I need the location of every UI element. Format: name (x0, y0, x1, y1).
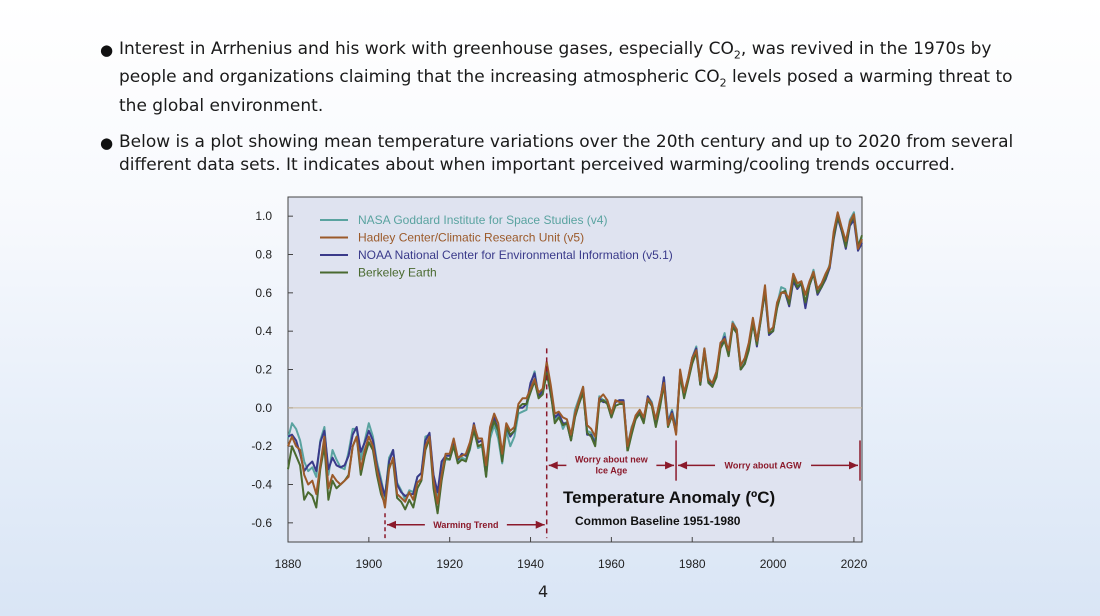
y-tick-label: -0.6 (251, 516, 272, 530)
co2-subscript: 2 (719, 76, 727, 90)
legend-label: NASA Goddard Institute for Space Studies… (358, 213, 607, 227)
page-number: 4 (538, 582, 549, 601)
bullet-item-arrhenius: ● Interest in Arrhenius and his work wit… (100, 38, 1020, 118)
y-tick-label: 0.8 (255, 248, 272, 262)
co2-subscript: 2 (733, 48, 741, 62)
legend: NASA Goddard Institute for Space Studies… (320, 213, 673, 280)
x-tick-label: 1900 (355, 557, 382, 571)
legend-label: NOAA National Center for Environmental I… (358, 248, 673, 262)
y-tick-label: 0.0 (255, 401, 272, 415)
plot-area (287, 196, 863, 543)
x-tick-label: 1960 (598, 557, 625, 571)
bullet-text-part: , was revived in the 1970s by people and… (119, 39, 992, 88)
y-axis: 1.0 0.8 0.6 0.4 0.2 0.0 -0.2 -0.4 -0.6 (251, 209, 293, 530)
y-tick-label: 0.2 (255, 363, 272, 377)
x-tick-label: 2020 (841, 557, 868, 571)
ice-age-label-bg (566, 451, 657, 478)
chart-svg: 1.00.80.60.40.20.0-0.2-0.4-0.6 1880 1900 1… (251, 196, 868, 571)
agw-arrow-head-right (849, 461, 858, 470)
ice-age-label-line1: Worry about new (575, 454, 649, 464)
x-tick-label: 1980 (679, 557, 706, 571)
temperature-anomaly-chart: 1.0 0.8 0.6 0.4 0.2 0.0 -0.2 -0.4 -0.6 1880 1900 1… (240, 193, 870, 583)
ice-age-arrow-head-right (665, 461, 675, 470)
y-tick-label: -0.2 (251, 439, 272, 453)
warming-trend-arrow-head-right (535, 520, 545, 529)
bullet-text-part: Interest in Arrhenius and his work with … (119, 39, 734, 59)
ice-age-label-line2: Ice Age (596, 465, 628, 475)
chart-title: Temperature Anomaly (ºC) (563, 488, 775, 507)
legend-label: Hadley Center/Climatic Research Unit (v5… (358, 231, 584, 245)
x-tick-label: 1920 (436, 557, 463, 571)
bullet-text-plot: Below is a plot showing mean temperature… (119, 131, 1014, 175)
agw-arrow-head-left (678, 461, 688, 470)
warming-trend-label: Warming Trend (433, 520, 498, 530)
series-line (287, 211, 863, 509)
ice-age-arrow-head-left (548, 461, 558, 470)
warming-trend-arrow-head-left (387, 520, 397, 529)
x-tick-label: 2000 (760, 557, 787, 571)
bullet-text-part: levels posed a warming threat to the glo… (119, 67, 1013, 116)
x-tick-label: 1940 (517, 557, 544, 571)
y-tick-label: 0.6 (255, 286, 272, 300)
bullet-dot: ● (100, 41, 114, 59)
y-tick-label: -0.4 (251, 478, 272, 492)
x-axis: 1880 1900 1920 1940 1960 1980 2000 2020 (275, 537, 868, 571)
y-tick-label: 0.4 (255, 324, 272, 338)
bullet-item-plot: ● Below is a plot showing mean temperatu… (100, 131, 1020, 177)
agw-label: Worry about AGW (725, 460, 803, 470)
bullet-list: ● Interest in Arrhenius and his work wit… (100, 38, 1020, 190)
agw-label-bg (715, 458, 812, 472)
legend-label: Berkeley Earth (358, 266, 437, 280)
x-tick-label: 1880 (275, 557, 302, 571)
y-tick-label: 1.0 (255, 209, 272, 223)
bullet-text-arrhenius: Interest in Arrhenius and his work with … (119, 38, 1020, 118)
warming-trend-label-bg (424, 517, 507, 531)
bullet-dot: ● (100, 133, 114, 152)
series-group (287, 211, 863, 515)
chart-subtitle: Common Baseline 1951-1980 (575, 514, 741, 528)
